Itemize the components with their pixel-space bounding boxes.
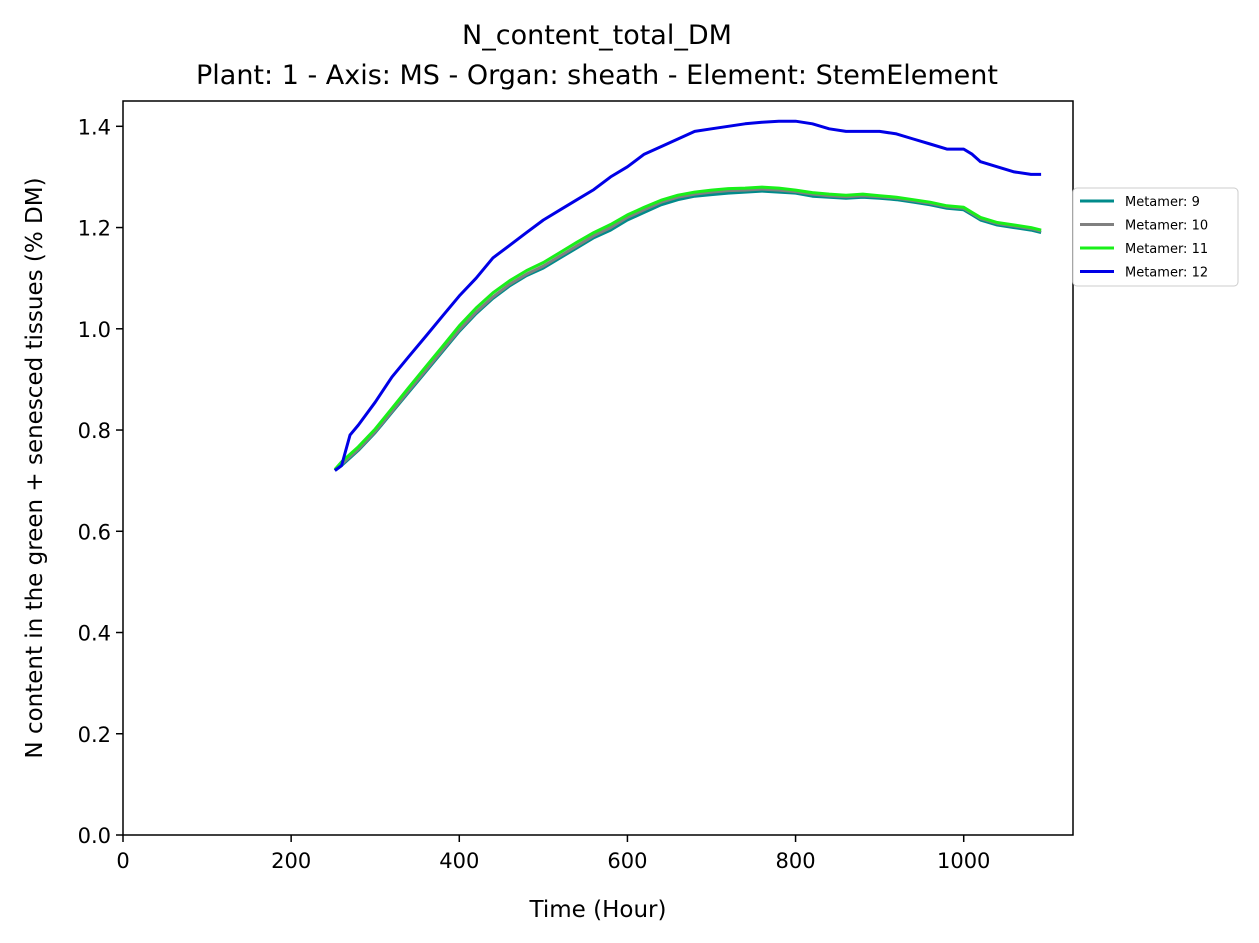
chart-subtitle: Plant: 1 - Axis: MS - Organ: sheath - El…	[196, 60, 998, 91]
legend: Metamer: 9 Metamer: 10 Metamer: 11 Metamer:…	[1072, 187, 1239, 287]
y-tick-label: 0.0	[78, 824, 111, 848]
series-line-4	[334, 119, 1042, 472]
y-tick-label: 1.4	[78, 115, 111, 139]
legend-box	[1072, 187, 1239, 287]
axes-frame	[122, 100, 1074, 836]
plot-area	[122, 100, 1074, 836]
x-axis: 0 200 400 600 800 1000	[116, 835, 990, 873]
series-line-2	[333, 187, 1042, 472]
y-tick-label: 0.8	[78, 419, 111, 443]
x-tick-label: 600	[607, 849, 647, 873]
x-tick-label: 400	[439, 849, 479, 873]
y-tick-label: 0.4	[78, 622, 111, 646]
x-tick-label: 800	[776, 849, 816, 873]
y-axis-label: N content in the green + senesced tissue…	[22, 177, 48, 758]
legend-label: Metamer: 11	[1125, 242, 1208, 257]
x-axis-label: Time (Hour)	[529, 897, 667, 923]
y-tick-label: 1.0	[78, 318, 111, 342]
x-tick-label: 1000	[937, 849, 990, 873]
x-tick-label: 200	[271, 849, 311, 873]
series-lines	[333, 119, 1042, 472]
x-tick-label: 0	[116, 849, 129, 873]
chart-title: N_content_total_DM	[462, 20, 732, 51]
legend-label: Metamer: 9	[1125, 195, 1200, 210]
y-tick-label: 0.6	[78, 520, 111, 544]
series-line-1	[334, 189, 1042, 472]
series-line-3	[333, 185, 1042, 471]
y-axis: 0.0 0.2 0.4 0.6 0.8 1.0 1.2 1.4	[78, 115, 123, 848]
legend-label: Metamer: 12	[1125, 266, 1208, 281]
legend-label: Metamer: 10	[1125, 219, 1208, 234]
y-tick-label: 0.2	[78, 723, 111, 747]
y-tick-label: 1.2	[78, 217, 111, 241]
